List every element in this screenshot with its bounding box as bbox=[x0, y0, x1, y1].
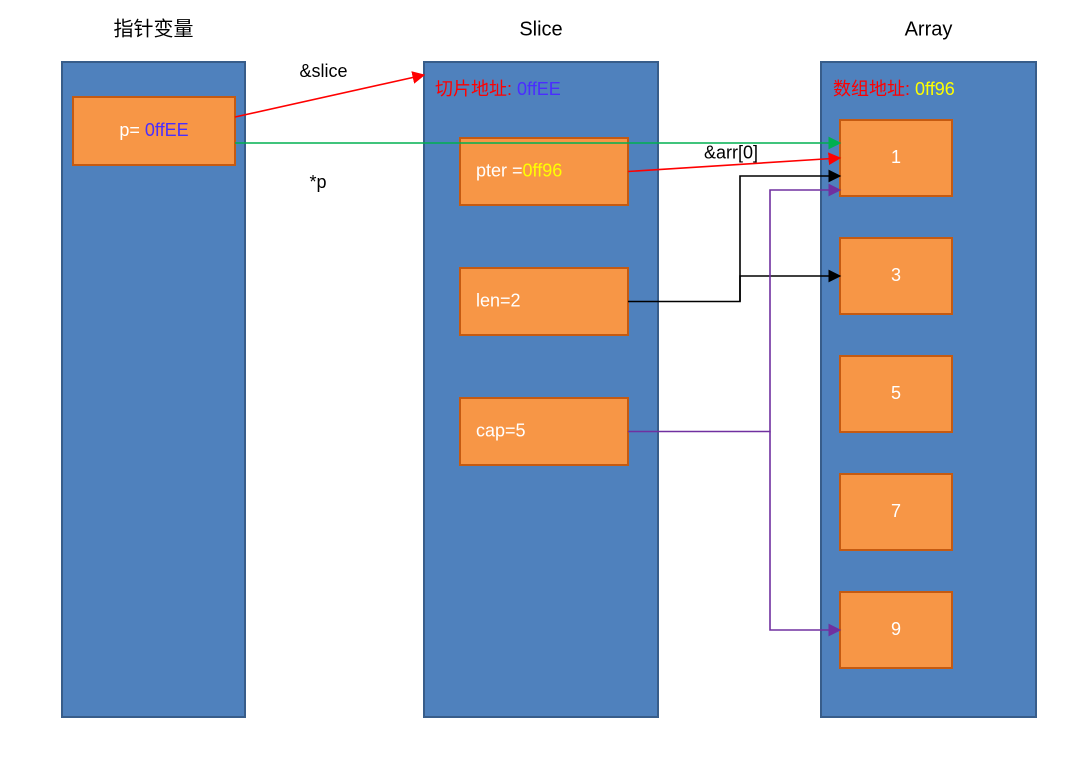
arrow-cap-to-arr0 bbox=[628, 190, 840, 432]
array-element-value: 3 bbox=[891, 265, 901, 285]
label-amp-slice: &slice bbox=[300, 61, 348, 81]
header-array: Array bbox=[905, 18, 953, 40]
array-element-value: 5 bbox=[891, 383, 901, 403]
arrow-len-to-arr0 bbox=[628, 176, 840, 302]
label-pter: pter =0ff96 bbox=[476, 160, 562, 180]
label-amp-arr0: &arr[0] bbox=[704, 142, 758, 162]
header-slice: Slice bbox=[519, 18, 562, 40]
label-star-p: *p bbox=[310, 172, 327, 192]
label-slice-address: 切片地址: 0ffEE bbox=[435, 79, 561, 99]
array-element-value: 1 bbox=[891, 147, 901, 167]
label-len: len=2 bbox=[476, 290, 521, 310]
array-element-value: 7 bbox=[891, 501, 901, 521]
arrow-amp-slice bbox=[235, 75, 424, 117]
label-array-address: 数组地址: 0ff96 bbox=[833, 79, 955, 99]
header-pointer: 指针变量 bbox=[114, 17, 194, 40]
label-cap: cap=5 bbox=[476, 420, 526, 440]
array-element-value: 9 bbox=[891, 619, 901, 639]
label-p: p= 0ffEE bbox=[119, 120, 188, 140]
